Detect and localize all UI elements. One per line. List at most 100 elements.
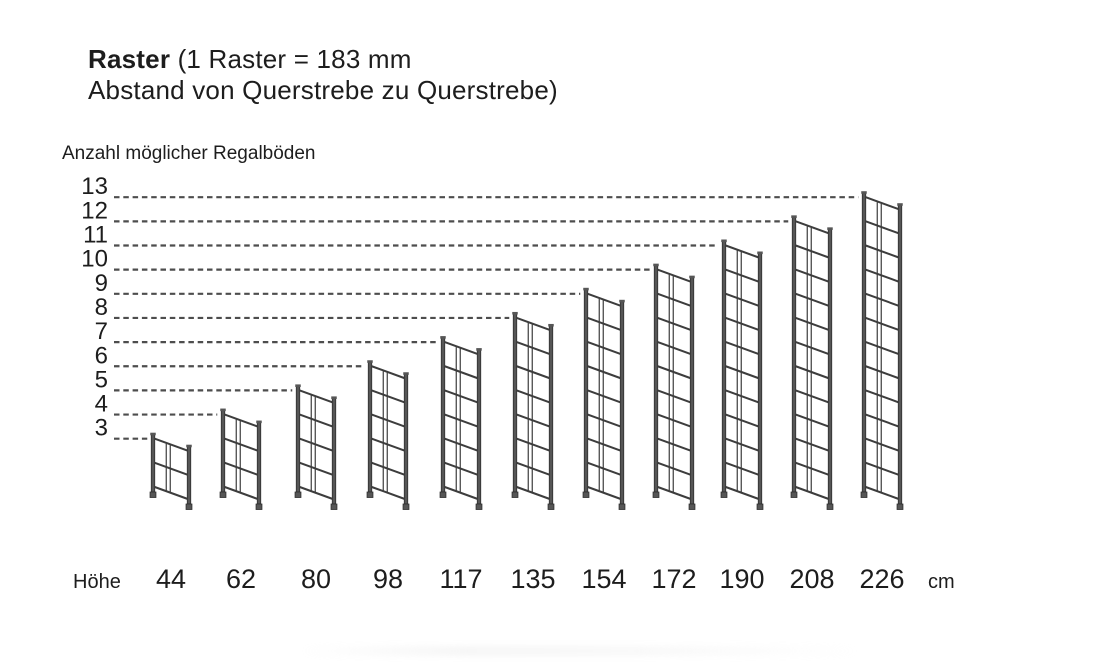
x-tick-label-172: 172	[651, 564, 696, 594]
left-post-cap	[861, 191, 867, 194]
shelf-frame-44cm	[149, 432, 193, 510]
crossbar	[865, 196, 900, 211]
crossbar	[444, 461, 479, 476]
left-post	[220, 410, 226, 493]
right-post-cap	[619, 299, 625, 303]
crossbar	[516, 437, 551, 452]
right-post-cap	[476, 348, 482, 351]
left-post-cap	[653, 263, 659, 267]
crossbar	[516, 365, 551, 380]
y-tick-label-7: 7	[95, 318, 108, 345]
crossbar	[865, 461, 900, 476]
crossbar	[587, 365, 622, 380]
crossbar	[371, 413, 406, 428]
shelf-frame-172cm	[652, 263, 696, 510]
crossbar	[795, 486, 830, 500]
x-axis-caption: Höhe	[73, 571, 121, 593]
y-tick-label-6: 6	[95, 342, 108, 369]
crossbar	[657, 341, 692, 356]
scan-artifact	[300, 646, 860, 656]
left-post	[653, 265, 659, 493]
y-tick-label-10: 10	[81, 246, 108, 273]
crossbar	[795, 292, 830, 307]
crossbar	[371, 437, 406, 452]
crossbar	[299, 413, 334, 428]
right-post-foot	[618, 503, 626, 510]
right-post-foot	[896, 503, 904, 510]
crossbar	[795, 461, 830, 476]
right-post	[689, 277, 695, 505]
left-post-foot	[149, 491, 157, 498]
right-post-cap	[186, 444, 192, 448]
crossbar	[725, 341, 760, 356]
crossbar	[725, 292, 760, 307]
left-post-foot	[652, 491, 660, 498]
left-post-cap	[367, 360, 373, 363]
crossbar	[587, 389, 622, 404]
chart-title-line2: Abstand von Querstrebe zu Querstrebe)	[88, 75, 558, 105]
crossbar	[657, 413, 692, 428]
left-post	[861, 192, 867, 493]
crossbar	[795, 317, 830, 331]
crossbar	[587, 437, 622, 452]
right-post-foot	[185, 503, 193, 510]
left-post-cap	[220, 408, 226, 412]
crossbar	[657, 461, 692, 476]
shelf-frame-154cm	[582, 287, 626, 510]
crossbar	[587, 413, 622, 428]
crossbar	[224, 437, 259, 452]
crossbar	[371, 486, 406, 500]
crossbar	[587, 292, 622, 307]
shelf-frame-98cm	[366, 360, 410, 510]
x-tick-label-190: 190	[719, 564, 764, 594]
crossbar	[657, 437, 692, 452]
y-tick-label-11: 11	[83, 222, 108, 249]
right-post-foot	[547, 503, 555, 510]
crossbar	[865, 413, 900, 428]
chart-title-bold: Raster	[88, 44, 171, 74]
shelf-frame-117cm	[439, 336, 483, 510]
crossbar	[657, 389, 692, 404]
crossbar	[795, 389, 830, 404]
crossbar	[657, 317, 692, 331]
right-post	[757, 253, 763, 505]
crossbar	[444, 437, 479, 452]
right-post-foot	[826, 503, 834, 510]
crossbar	[154, 461, 189, 476]
crossbar	[865, 486, 900, 500]
x-tick-label-135: 135	[510, 564, 555, 594]
left-post	[367, 361, 373, 493]
shelf-frame-135cm	[511, 311, 555, 510]
chart-title: Raster (1 Raster = 183 mm Abstand von Que…	[88, 44, 558, 106]
y-tick-label-4: 4	[95, 391, 108, 418]
shelf-frame-80cm	[294, 384, 338, 510]
left-post-foot	[219, 491, 227, 498]
crossbar	[371, 461, 406, 476]
crossbar	[371, 389, 406, 404]
left-post-foot	[720, 491, 728, 498]
shelf-frame-190cm	[720, 239, 764, 510]
crossbar	[657, 365, 692, 380]
crossbar	[865, 244, 900, 259]
right-post-foot	[475, 503, 483, 510]
left-post-foot	[511, 491, 519, 498]
x-tick-label-44: 44	[156, 564, 186, 594]
crossbar	[725, 268, 760, 283]
left-post	[791, 216, 797, 493]
crossbar	[657, 268, 692, 283]
right-post-cap	[897, 203, 903, 206]
left-post-cap	[583, 287, 589, 291]
crossbar	[657, 486, 692, 500]
x-tick-label-154: 154	[581, 564, 626, 594]
crossbar	[865, 365, 900, 380]
left-post	[721, 241, 727, 493]
crossbar	[795, 437, 830, 452]
shelf-frame-62cm	[219, 408, 263, 510]
crossbar	[299, 486, 334, 500]
crossbar	[444, 486, 479, 500]
left-post-foot	[582, 491, 590, 498]
right-post-foot	[688, 503, 696, 510]
right-post	[331, 397, 337, 505]
right-post-cap	[689, 275, 695, 279]
